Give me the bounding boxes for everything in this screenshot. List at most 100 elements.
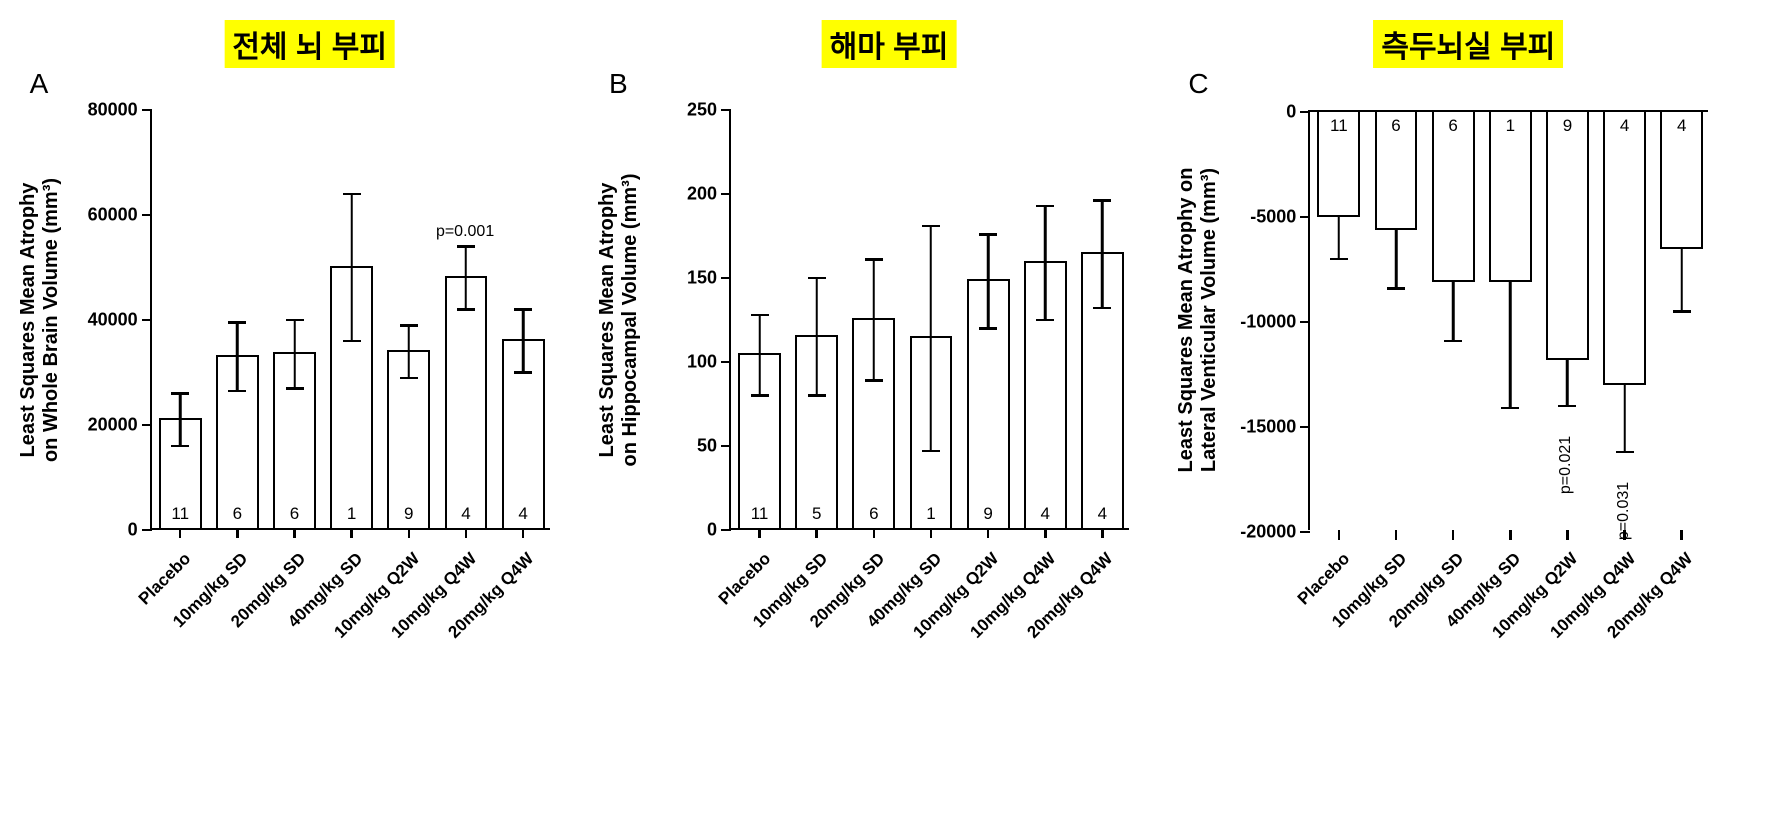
error-cap bbox=[286, 387, 304, 390]
bar-n-label: 9 bbox=[1563, 116, 1572, 136]
bar-n-label: 1 bbox=[347, 504, 356, 524]
error-cap bbox=[1616, 451, 1634, 454]
y-tick-label: 250 bbox=[687, 100, 731, 121]
x-tick bbox=[987, 528, 990, 538]
y-tick-label: 200 bbox=[687, 184, 731, 205]
x-axis-label: 20mg/kg Q4W bbox=[425, 549, 538, 662]
bar: 4 bbox=[1660, 112, 1703, 249]
chart-wrap: Least Squares Mean Atrophy on Lateral Ve… bbox=[1188, 100, 1748, 780]
panel-c: 측두뇌실 부피CLeast Squares Mean Atrophy on La… bbox=[1188, 20, 1748, 800]
y-tick-label: 0 bbox=[1286, 102, 1310, 123]
x-tick bbox=[758, 528, 761, 538]
bar-n-label: 9 bbox=[404, 504, 413, 524]
error-bar bbox=[1680, 249, 1683, 312]
bar-n-label: 4 bbox=[518, 504, 527, 524]
x-tick bbox=[1566, 530, 1569, 540]
error-cap bbox=[979, 233, 997, 236]
error-cap bbox=[1330, 258, 1348, 261]
x-axis-label: Placebo bbox=[1241, 549, 1354, 662]
bar-n-label: 4 bbox=[1677, 116, 1686, 136]
plot-area: 02000040000600008000011661944p=0.001 bbox=[150, 110, 550, 530]
bar-n-label: 6 bbox=[233, 504, 242, 524]
error-cap bbox=[808, 277, 826, 280]
x-axis-label: 10mg/kg Q4W bbox=[947, 549, 1060, 662]
panel-title: 전체 뇌 부피 bbox=[224, 20, 395, 68]
plot-area: 05010015020025011561944 bbox=[729, 110, 1129, 530]
bar: 4 bbox=[1603, 112, 1646, 385]
error-cap bbox=[922, 225, 940, 228]
error-bar bbox=[1566, 360, 1569, 406]
x-tick bbox=[1395, 530, 1398, 540]
y-tick-label: 40000 bbox=[88, 310, 152, 331]
x-axis-label: 40mg/kg SD bbox=[254, 549, 367, 662]
error-cap bbox=[457, 308, 475, 311]
x-tick bbox=[293, 528, 296, 538]
error-cap bbox=[751, 314, 769, 317]
error-cap bbox=[514, 371, 532, 374]
error-bar bbox=[179, 394, 182, 447]
error-cap bbox=[1036, 205, 1054, 208]
error-bar bbox=[293, 320, 296, 388]
y-tick-label: -15000 bbox=[1240, 417, 1310, 438]
bar-n-label: 1 bbox=[1506, 116, 1515, 136]
error-bar bbox=[1338, 217, 1341, 259]
x-axis-label: 10mg/kg Q4W bbox=[368, 549, 481, 662]
x-axis-label: 10mg/kg SD bbox=[139, 549, 252, 662]
x-tick bbox=[350, 528, 353, 538]
bar-n-label: 1 bbox=[926, 504, 935, 524]
bar-n-label: 5 bbox=[812, 504, 821, 524]
bar-n-label: 11 bbox=[171, 504, 189, 524]
x-axis-label: 10mg/kg Q2W bbox=[890, 549, 1003, 662]
error-bar bbox=[408, 325, 411, 378]
y-tick-label: 150 bbox=[687, 268, 731, 289]
error-cap bbox=[1387, 287, 1405, 290]
error-bar bbox=[1395, 230, 1398, 289]
x-tick bbox=[815, 528, 818, 538]
x-axis-label: 20mg/kg Q4W bbox=[1584, 549, 1697, 662]
error-cap bbox=[1501, 407, 1519, 410]
error-bar bbox=[1101, 201, 1104, 309]
bar-n-label: 4 bbox=[1041, 504, 1050, 524]
error-cap bbox=[228, 390, 246, 393]
error-bar bbox=[1044, 206, 1047, 320]
x-axis-label: Placebo bbox=[661, 549, 774, 662]
error-cap bbox=[457, 245, 475, 248]
error-cap bbox=[865, 379, 883, 382]
y-tick-label: -20000 bbox=[1240, 522, 1310, 543]
error-bar bbox=[758, 315, 761, 396]
error-cap bbox=[865, 258, 883, 261]
x-tick bbox=[1509, 530, 1512, 540]
y-tick-label: 100 bbox=[687, 352, 731, 373]
panel-title: 측두뇌실 부피 bbox=[1373, 20, 1563, 68]
y-tick-label: 0 bbox=[707, 520, 731, 541]
error-bar bbox=[465, 247, 468, 310]
error-cap bbox=[1444, 340, 1462, 343]
x-axis-label: 20mg/kg SD bbox=[1355, 549, 1468, 662]
error-cap bbox=[228, 321, 246, 324]
x-axis-label: 10mg/kg Q2W bbox=[311, 549, 424, 662]
y-tick-label: 20000 bbox=[88, 415, 152, 436]
error-cap bbox=[286, 319, 304, 322]
bar-n-label: 6 bbox=[1448, 116, 1457, 136]
y-tick-label: -10000 bbox=[1240, 312, 1310, 333]
x-tick bbox=[1101, 528, 1104, 538]
y-tick-label: 80000 bbox=[88, 100, 152, 121]
error-cap bbox=[979, 327, 997, 330]
panels-container: 전체 뇌 부피ALeast Squares Mean Atrophy on Wh… bbox=[20, 20, 1758, 807]
x-axis-label: 10mg/kg SD bbox=[1298, 549, 1411, 662]
x-tick bbox=[408, 528, 411, 538]
x-tick bbox=[179, 528, 182, 538]
x-tick bbox=[236, 528, 239, 538]
plot-area: 0-5000-10000-15000-2000011661944p=0.021p… bbox=[1308, 110, 1708, 530]
bar-n-label: 6 bbox=[869, 504, 878, 524]
error-cap bbox=[343, 340, 361, 343]
error-bar bbox=[1623, 385, 1626, 452]
x-tick bbox=[465, 528, 468, 538]
error-cap bbox=[171, 445, 189, 448]
x-tick bbox=[873, 528, 876, 538]
y-tick-label: -5000 bbox=[1250, 207, 1310, 228]
panel-b: 해마 부피BLeast Squares Mean Atrophy on Hipp… bbox=[609, 20, 1169, 800]
error-cap bbox=[1093, 307, 1111, 310]
error-cap bbox=[171, 392, 189, 395]
error-bar bbox=[522, 310, 525, 373]
